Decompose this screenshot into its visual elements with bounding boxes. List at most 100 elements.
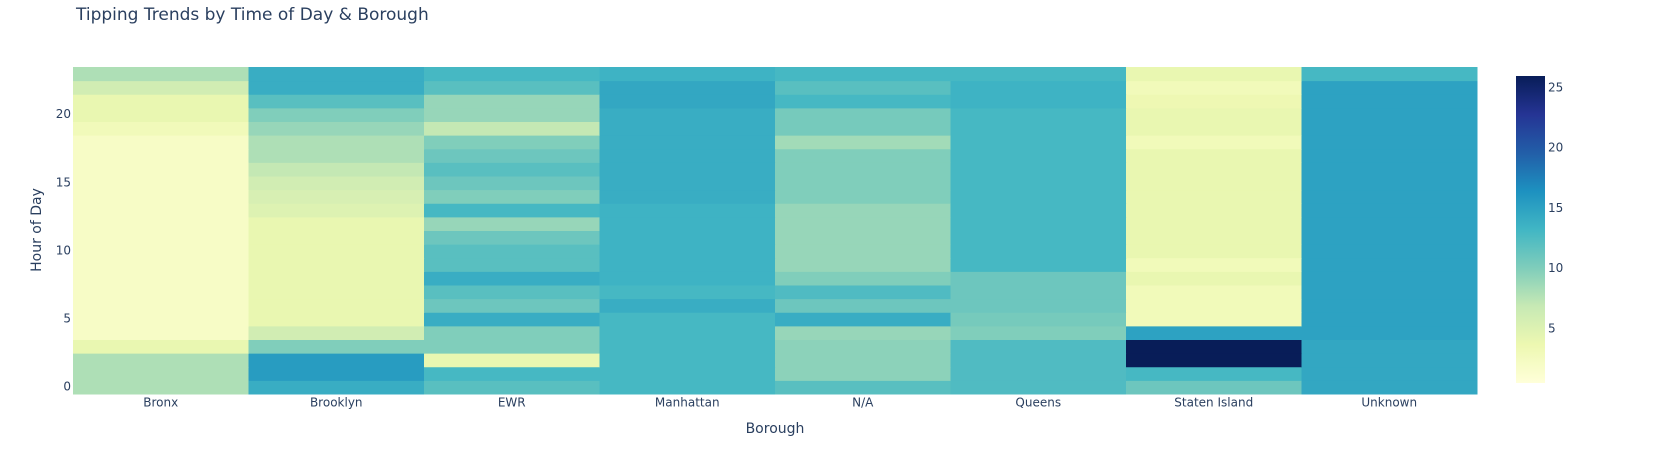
- heat-cell: [1126, 162, 1302, 177]
- heat-cell: [1301, 148, 1478, 163]
- heat-cell: [599, 176, 776, 191]
- heat-cell: [424, 135, 600, 150]
- heat-cell: [424, 189, 600, 204]
- heat-cell: [73, 162, 249, 177]
- heat-cell: [424, 325, 600, 340]
- heat-cell: [599, 203, 776, 218]
- heat-cell: [950, 107, 1127, 122]
- heat-cell: [424, 380, 600, 395]
- heat-cell: [950, 244, 1127, 259]
- heat-cell: [1126, 339, 1302, 354]
- heat-cell: [73, 80, 249, 95]
- heat-cell: [950, 380, 1127, 395]
- heat-cell: [73, 94, 249, 109]
- heat-cell: [1126, 312, 1302, 327]
- heat-cell: [73, 230, 249, 245]
- heat-cell: [248, 135, 425, 150]
- heat-cell: [950, 67, 1127, 82]
- heat-cell: [424, 94, 600, 109]
- heat-cell: [424, 339, 600, 354]
- heat-cell: [248, 271, 425, 286]
- heat-cell: [248, 353, 425, 368]
- heat-cell: [424, 353, 600, 368]
- heat-cell: [1126, 148, 1302, 163]
- heat-cell: [599, 94, 776, 109]
- y-tick-label: 10: [56, 243, 71, 257]
- heat-cell: [775, 353, 951, 368]
- heat-cell: [599, 298, 776, 313]
- heat-cell: [599, 189, 776, 204]
- heat-cell: [1301, 312, 1478, 327]
- heat-cell: [1301, 325, 1478, 340]
- heat-cell: [248, 339, 425, 354]
- heat-cell: [599, 271, 776, 286]
- heat-cell: [599, 380, 776, 395]
- heat-cell: [1126, 380, 1302, 395]
- heat-cell: [1301, 162, 1478, 177]
- heat-cell: [1301, 189, 1478, 204]
- heat-cell: [950, 285, 1127, 300]
- heat-cell: [950, 216, 1127, 231]
- heat-cell: [1301, 135, 1478, 150]
- heat-cell: [424, 121, 600, 136]
- heat-cell: [248, 325, 425, 340]
- heat-cell: [1301, 176, 1478, 191]
- x-tick-label: Staten Island: [1174, 396, 1253, 410]
- heat-cell: [73, 366, 249, 381]
- heat-cell: [424, 230, 600, 245]
- heat-cell: [950, 148, 1127, 163]
- heat-cell: [73, 312, 249, 327]
- heat-cell: [248, 244, 425, 259]
- heat-cell: [424, 162, 600, 177]
- heat-cell: [950, 230, 1127, 245]
- heat-cell: [1126, 257, 1302, 272]
- x-axis-title: Borough: [746, 421, 805, 437]
- heat-cell: [599, 285, 776, 300]
- heat-cell: [599, 366, 776, 381]
- heat-cell: [775, 216, 951, 231]
- colorbar-tick-label: 25: [1548, 81, 1563, 95]
- y-tick-label: 0: [63, 380, 71, 394]
- heat-cell: [1126, 189, 1302, 204]
- heat-cell: [73, 285, 249, 300]
- heat-cell: [1126, 121, 1302, 136]
- heat-cell: [73, 271, 249, 286]
- heat-cell: [248, 298, 425, 313]
- heat-cell: [424, 176, 600, 191]
- heat-cell: [248, 366, 425, 381]
- heat-cell: [73, 148, 249, 163]
- y-tick-label: 20: [56, 107, 71, 121]
- heat-cell: [950, 366, 1127, 381]
- heat-cell: [424, 298, 600, 313]
- heat-cell: [73, 216, 249, 231]
- heat-cell: [950, 353, 1127, 368]
- heat-cell: [73, 244, 249, 259]
- heat-cell: [248, 121, 425, 136]
- heat-cell: [775, 366, 951, 381]
- heat-cell: [775, 67, 951, 82]
- heat-cell: [950, 135, 1127, 150]
- heat-cell: [599, 216, 776, 231]
- heat-cell: [950, 94, 1127, 109]
- heat-cell: [950, 176, 1127, 191]
- colorbar-tick-label: 20: [1548, 141, 1563, 155]
- heat-cell: [248, 67, 425, 82]
- colorbar-tick-label: 10: [1548, 261, 1563, 275]
- heat-cell: [950, 189, 1127, 204]
- heat-cell: [1126, 80, 1302, 95]
- heat-cell: [248, 230, 425, 245]
- heat-cell: [599, 325, 776, 340]
- heat-cell: [1301, 107, 1478, 122]
- heat-cell: [248, 380, 425, 395]
- heat-cell: [73, 67, 249, 82]
- heat-cell: [599, 244, 776, 259]
- heat-cell: [599, 312, 776, 327]
- heat-cell: [775, 244, 951, 259]
- heat-cell: [599, 148, 776, 163]
- heat-cell: [1126, 107, 1302, 122]
- colorbar: [1516, 76, 1545, 383]
- x-tick-label: EWR: [498, 396, 526, 410]
- heat-cell: [950, 162, 1127, 177]
- x-tick-label: N/A: [852, 396, 874, 410]
